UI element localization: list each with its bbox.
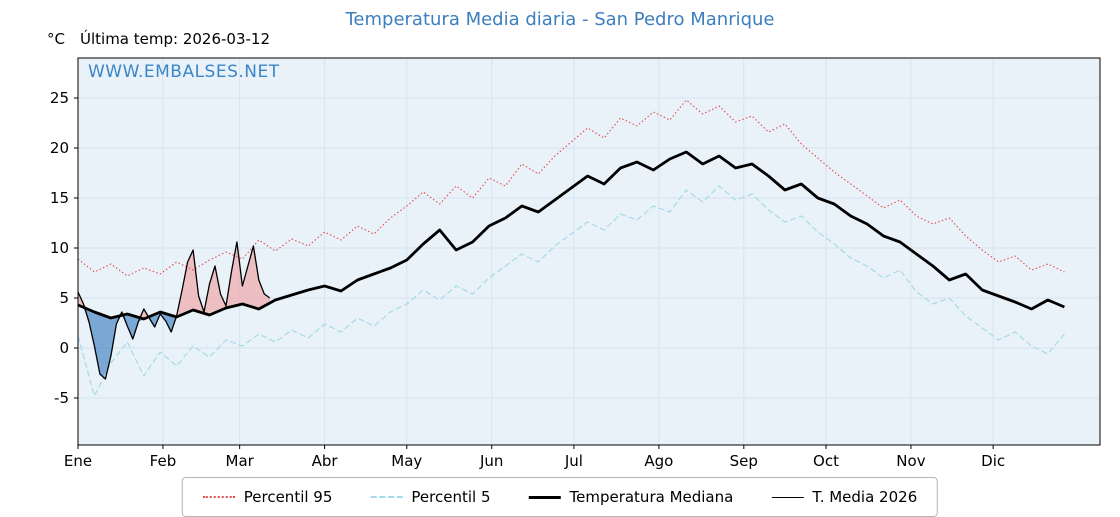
last-temp-label: Última temp: 2026-03-12 (80, 30, 271, 48)
y-tick-label: 20 (50, 139, 69, 157)
y-tick-label: 25 (50, 89, 69, 107)
x-tick-label: Nov (896, 452, 925, 470)
x-tick-label: Mar (226, 452, 255, 470)
legend-item: Percentil 5 (370, 488, 490, 506)
legend-line-swatch (528, 495, 561, 499)
page-title: Temperatura Media diaria - San Pedro Man… (345, 9, 775, 30)
y-tick-label: 10 (50, 239, 69, 257)
plot-background (78, 58, 1100, 445)
chart-legend: Percentil 95 Percentil 5 Temperatura Media… (181, 477, 939, 517)
legend-label: Temperatura Mediana (569, 488, 734, 506)
y-axis-unit-label: °C (47, 30, 65, 48)
x-tick-label: Jul (564, 452, 583, 470)
x-tick-label: Sep (730, 452, 758, 470)
legend-item: Percentil 95 (202, 488, 333, 506)
percentil5-line (77, 185, 1065, 397)
mediana-line (77, 150, 1065, 321)
watermark-text: WWW.EMBALSES.NET (88, 62, 280, 82)
x-tick-label: Ago (644, 452, 673, 470)
plot-frame (77, 57, 1101, 446)
legend-label: Percentil 5 (411, 488, 491, 506)
x-tick-label: Ene (64, 452, 92, 470)
fill-above-median (78, 242, 270, 319)
legend-label: Percentil 95 (243, 488, 333, 506)
t-media-2026-line (77, 241, 271, 380)
y-tick-label: 0 (59, 339, 69, 357)
legend-line-swatch (771, 496, 804, 498)
x-tick-label: Oct (813, 452, 839, 470)
x-tick-label: May (391, 452, 422, 470)
temperature-chart: -5 0 5 10 15 20 25 Ene Feb Mar Abr May Jun Jul Ago Sep O… (50, 57, 1101, 470)
legend-line-swatch (202, 496, 235, 498)
legend-label: T. Media 2026 (812, 488, 918, 506)
x-tick-label: Abr (312, 452, 339, 470)
x-tick-label: Jun (479, 452, 503, 470)
x-tick-label: Dic (981, 452, 1005, 470)
y-tick-label: -5 (54, 389, 69, 407)
y-tick-label: 5 (59, 289, 69, 307)
x-tick-label: Feb (150, 452, 177, 470)
legend-item: Temperatura Mediana (528, 488, 733, 506)
legend-line-swatch (370, 496, 403, 498)
legend-item: T. Media 2026 (771, 488, 917, 506)
y-tick-label: 15 (50, 189, 69, 207)
chart-page: { "page": { "title": "Temperatura Media … (47, 9, 1101, 517)
